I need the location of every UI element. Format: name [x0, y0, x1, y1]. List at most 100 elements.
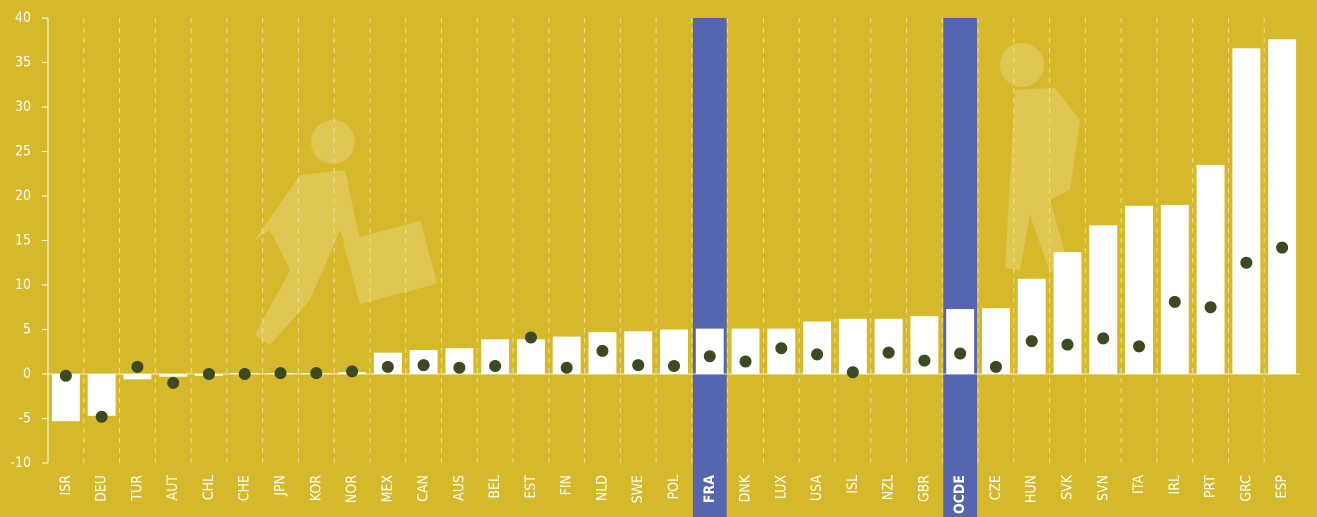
- bar: [1089, 225, 1118, 374]
- highlight-column: [943, 18, 978, 517]
- dot: [95, 410, 108, 423]
- x-tick-label: SVN: [1095, 475, 1111, 501]
- y-tick-label: 10: [15, 277, 31, 293]
- bar: [87, 374, 116, 416]
- dot: [703, 350, 716, 363]
- x-tick-label: CZE: [988, 475, 1004, 500]
- dot: [59, 369, 72, 382]
- x-tick-label: MEX: [380, 475, 396, 503]
- dot: [775, 342, 788, 355]
- highlight-column: [692, 18, 727, 517]
- x-tick-label: JPN: [273, 475, 289, 497]
- y-tick-label: 40: [15, 10, 31, 26]
- x-tick-label: SVK: [1059, 474, 1075, 500]
- bar: [946, 309, 975, 374]
- bar: [51, 374, 80, 422]
- dot: [846, 366, 859, 379]
- x-tick-label: CHE: [237, 475, 253, 501]
- x-tick-label: CHL: [201, 475, 217, 500]
- x-tick-label: FIN: [559, 475, 575, 495]
- x-tick-label: HUN: [1024, 475, 1040, 503]
- bar: [123, 374, 152, 380]
- x-tick-label: SWE: [630, 475, 646, 503]
- dot: [131, 360, 144, 373]
- bar: [1053, 252, 1082, 374]
- x-tick-label: TUR: [129, 475, 145, 502]
- x-tick-label: EST: [523, 475, 539, 499]
- dot: [1097, 332, 1110, 345]
- x-tick-label: PRT: [1203, 475, 1219, 498]
- dot: [167, 376, 180, 389]
- dot: [274, 367, 287, 380]
- y-tick-label: 30: [15, 99, 31, 115]
- dot: [954, 347, 967, 360]
- dot: [882, 346, 895, 359]
- bar: [1268, 39, 1297, 375]
- dot: [1133, 340, 1146, 353]
- x-tick-label: GBR: [916, 475, 932, 502]
- x-tick-label: ITA: [1131, 475, 1147, 494]
- dot: [524, 331, 537, 344]
- x-tick-label: DNK: [738, 474, 754, 502]
- x-tick-label: FRA: [702, 475, 718, 503]
- dot: [668, 359, 680, 372]
- dot: [560, 361, 573, 374]
- x-tick-label: IRL: [1167, 475, 1183, 494]
- x-tick-label: LUX: [773, 475, 789, 500]
- dot: [1168, 295, 1181, 308]
- x-tick-label: USA: [809, 475, 825, 501]
- dot: [1025, 335, 1038, 348]
- y-tick-label: 35: [15, 55, 31, 71]
- y-tick-label: 0: [23, 366, 31, 382]
- dot: [989, 360, 1002, 373]
- bar: [1232, 48, 1261, 374]
- bar: [838, 318, 867, 374]
- decoration: [255, 43, 1080, 345]
- y-tick-label: 15: [15, 233, 31, 249]
- bar: [1017, 278, 1046, 374]
- x-tick-label: NOR: [344, 475, 360, 503]
- dot: [238, 368, 251, 380]
- x-tick-label: BEL: [487, 475, 503, 499]
- x-tick-label: NLD: [594, 475, 610, 501]
- y-tick-label: -10: [10, 455, 31, 471]
- x-tick-label: KOR: [308, 475, 324, 501]
- x-tick-label: CAN: [416, 475, 432, 502]
- x-tick-label: ISR: [58, 475, 74, 496]
- dot: [346, 365, 359, 378]
- dot: [739, 355, 752, 368]
- dot: [632, 359, 645, 372]
- bar: [1160, 204, 1189, 374]
- dot: [918, 354, 931, 367]
- y-tick-label: 25: [15, 144, 31, 160]
- dot: [417, 359, 430, 372]
- y-tick-label: -5: [18, 411, 31, 427]
- dot: [202, 368, 215, 380]
- x-tick-label: DEU: [94, 475, 110, 502]
- dot: [381, 360, 394, 373]
- dot: [453, 361, 466, 374]
- x-tick-label: AUS: [451, 475, 467, 501]
- dot: [596, 344, 609, 357]
- x-tick-label: ESP: [1274, 475, 1290, 499]
- bar: [803, 321, 832, 374]
- dot: [489, 359, 502, 372]
- x-tick-label: AUT: [165, 475, 181, 501]
- dot: [1276, 241, 1289, 254]
- x-tick-label: OCDE: [952, 475, 968, 514]
- y-tick-label: 5: [23, 322, 31, 338]
- x-tick-label: ISL: [845, 475, 861, 494]
- dot: [811, 348, 824, 361]
- dot: [1240, 256, 1253, 269]
- x-tick-label: GRC: [1238, 475, 1254, 502]
- dot: [1204, 301, 1217, 314]
- dot: [310, 367, 323, 380]
- x-tick-label: POL: [666, 475, 682, 500]
- bar: [1196, 164, 1225, 374]
- bar: [516, 339, 545, 374]
- x-tick-label: NZL: [881, 475, 897, 500]
- bar: [159, 374, 188, 377]
- y-tick-label: 20: [15, 188, 31, 204]
